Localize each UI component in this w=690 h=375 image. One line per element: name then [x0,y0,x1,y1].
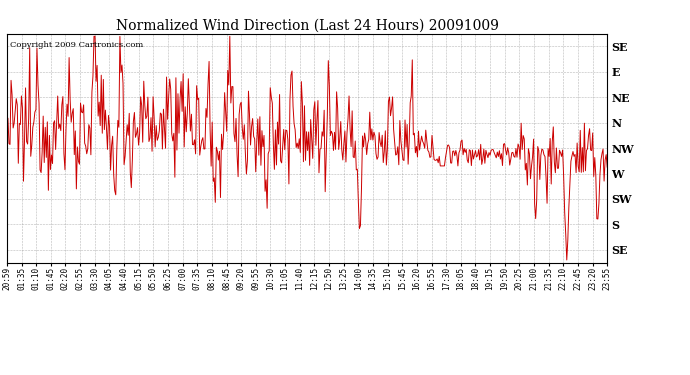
Text: Copyright 2009 Cartronics.com: Copyright 2009 Cartronics.com [10,40,143,49]
Title: Normalized Wind Direction (Last 24 Hours) 20091009: Normalized Wind Direction (Last 24 Hours… [116,19,498,33]
